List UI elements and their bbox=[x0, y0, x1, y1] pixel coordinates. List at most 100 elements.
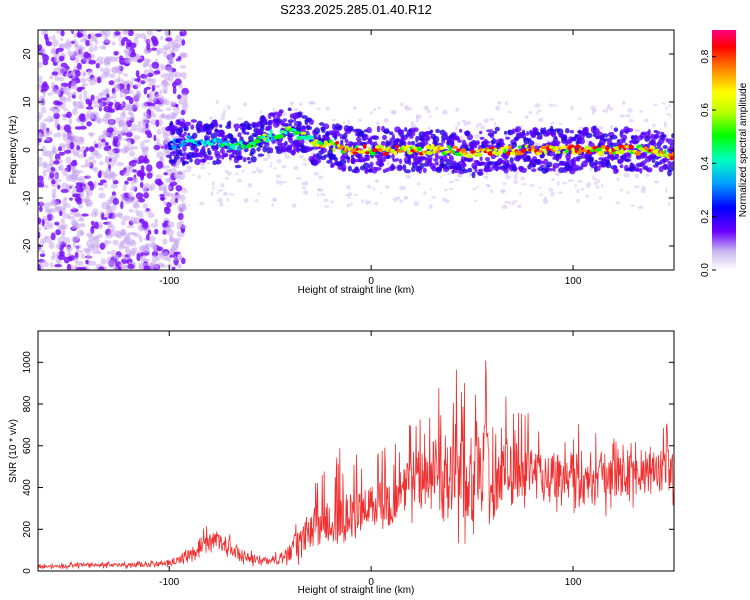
noise-blob bbox=[100, 258, 107, 265]
noise-blob bbox=[120, 39, 125, 46]
ridge-halo bbox=[246, 156, 251, 161]
noise-blob bbox=[174, 197, 179, 204]
ridge-halo bbox=[197, 123, 203, 128]
ridge-halo bbox=[661, 134, 667, 138]
noise-blob bbox=[303, 190, 309, 195]
noise-blob bbox=[448, 181, 455, 184]
ridge-halo bbox=[362, 133, 369, 141]
noise-blob bbox=[56, 131, 62, 138]
noise-blob bbox=[113, 136, 119, 144]
noise-blob bbox=[140, 174, 145, 181]
noise-blob bbox=[44, 235, 48, 239]
noise-blob bbox=[109, 159, 116, 167]
noise-blob bbox=[210, 191, 214, 197]
ridge-halo bbox=[215, 153, 222, 159]
noise-blob bbox=[399, 186, 405, 191]
noise-blob bbox=[123, 138, 130, 142]
noise-blob bbox=[63, 42, 68, 49]
ridge-halo bbox=[590, 157, 594, 161]
noise-blob bbox=[150, 222, 159, 228]
noise-blob bbox=[38, 231, 41, 239]
noise-blob bbox=[187, 204, 190, 207]
noise-blob bbox=[181, 257, 186, 265]
noise-blob bbox=[139, 141, 145, 149]
noise-blob bbox=[665, 112, 670, 115]
ridge-halo bbox=[478, 168, 484, 172]
ridge-halo bbox=[246, 126, 253, 131]
noise-blob bbox=[101, 212, 105, 221]
noise-blob bbox=[168, 221, 175, 228]
ridge-halo bbox=[594, 159, 598, 166]
noise-blob bbox=[163, 89, 168, 95]
ridge-halo bbox=[333, 156, 338, 162]
noise-blob bbox=[325, 106, 330, 111]
ridge-halo bbox=[646, 135, 651, 141]
noise-blob bbox=[129, 196, 136, 203]
noise-blob bbox=[669, 113, 672, 118]
noise-blob bbox=[67, 41, 73, 48]
noise-blob bbox=[284, 152, 288, 156]
noise-blob bbox=[119, 55, 124, 60]
ridge-halo bbox=[234, 128, 239, 132]
noise-blob bbox=[123, 73, 129, 77]
noise-blob bbox=[79, 38, 87, 43]
ridge-halo bbox=[611, 142, 619, 147]
noise-blob bbox=[369, 200, 372, 205]
noise-blob bbox=[290, 101, 293, 105]
noise-blob bbox=[380, 191, 383, 194]
noise-blob bbox=[118, 212, 123, 220]
ridge-core bbox=[367, 147, 372, 152]
noise-blob bbox=[169, 254, 173, 258]
ridge-halo bbox=[213, 122, 219, 128]
noise-blob bbox=[145, 208, 150, 212]
noise-blob bbox=[40, 201, 44, 206]
noise-blob bbox=[103, 60, 111, 67]
noise-blob bbox=[153, 95, 158, 101]
noise-blob bbox=[167, 186, 172, 190]
noise-blob bbox=[130, 138, 135, 145]
noise-blob bbox=[257, 169, 263, 174]
noise-blob bbox=[66, 253, 73, 257]
noise-blob bbox=[79, 125, 87, 130]
noise-blob bbox=[535, 142, 540, 146]
ridge-halo bbox=[182, 145, 187, 152]
noise-blob bbox=[56, 124, 61, 131]
noise-blob bbox=[271, 203, 274, 207]
noise-blob bbox=[243, 102, 248, 107]
ridge-halo bbox=[207, 150, 212, 156]
noise-blob bbox=[186, 168, 192, 173]
noise-blob bbox=[65, 174, 73, 182]
ridge-core bbox=[417, 146, 422, 152]
noise-blob bbox=[43, 226, 48, 231]
noise-blob bbox=[663, 123, 667, 128]
noise-blob bbox=[345, 193, 350, 197]
ridge-halo bbox=[347, 165, 352, 172]
noise-blob bbox=[178, 83, 183, 89]
noise-blob bbox=[98, 92, 103, 96]
noise-blob bbox=[86, 121, 92, 127]
noise-blob bbox=[145, 86, 151, 90]
noise-blob bbox=[40, 106, 47, 114]
noise-blob bbox=[578, 127, 584, 130]
ridge-halo bbox=[219, 124, 223, 128]
noise-blob bbox=[163, 200, 167, 206]
ridge-halo bbox=[670, 161, 674, 167]
ridge-halo bbox=[386, 155, 390, 160]
noise-blob bbox=[137, 120, 142, 128]
ridge-halo bbox=[330, 162, 335, 168]
noise-blob bbox=[109, 96, 114, 100]
noise-blob bbox=[667, 201, 670, 206]
ridge-halo bbox=[569, 130, 574, 134]
noise-blob bbox=[80, 136, 84, 142]
ridge-core bbox=[175, 138, 180, 144]
ridge-halo bbox=[297, 148, 302, 152]
noise-blob bbox=[88, 59, 97, 65]
ridge-halo bbox=[525, 150, 532, 154]
noise-blob bbox=[427, 126, 431, 130]
noise-blob bbox=[123, 170, 130, 177]
noise-blob bbox=[159, 264, 167, 269]
noise-blob bbox=[625, 114, 631, 118]
noise-blob bbox=[76, 46, 84, 52]
noise-blob bbox=[110, 132, 117, 138]
noise-blob bbox=[76, 62, 82, 70]
